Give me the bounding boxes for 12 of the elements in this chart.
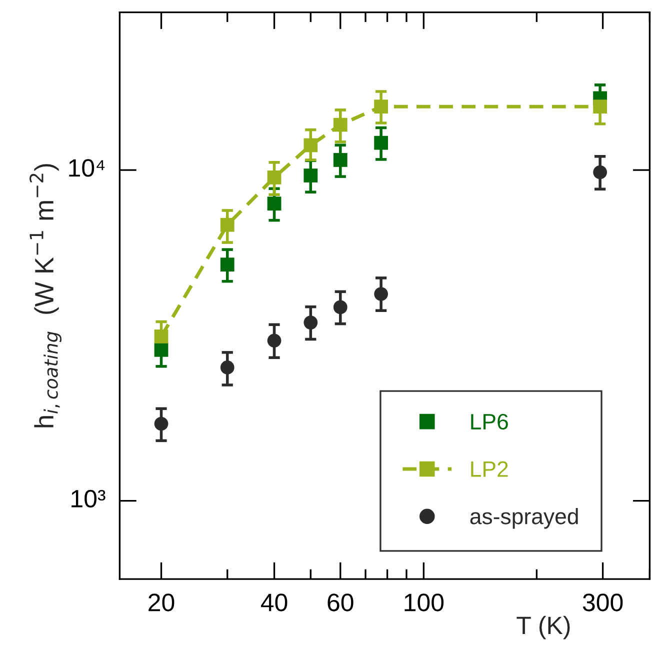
x-tick-label: 100 [404, 594, 444, 612]
y-axis-title: h$_{i,coating}$ (W K$^{−1}$ m$^{−2}$) [30, 164, 62, 428]
x-tick-label: 20 [148, 594, 174, 612]
x-tick-label: 60 [328, 594, 354, 612]
legend-label: LP2 [471, 461, 508, 477]
y-tick-label: 10³ [72, 490, 106, 508]
x-tick-label: 40 [260, 594, 288, 612]
x-axis-title: T (K) [516, 616, 570, 640]
legend-label: LP6 [471, 414, 508, 430]
y-tick-label: 10⁴ [69, 159, 105, 177]
legend-label: as-sprayed [470, 508, 578, 529]
x-tick-label: 300 [582, 594, 623, 612]
